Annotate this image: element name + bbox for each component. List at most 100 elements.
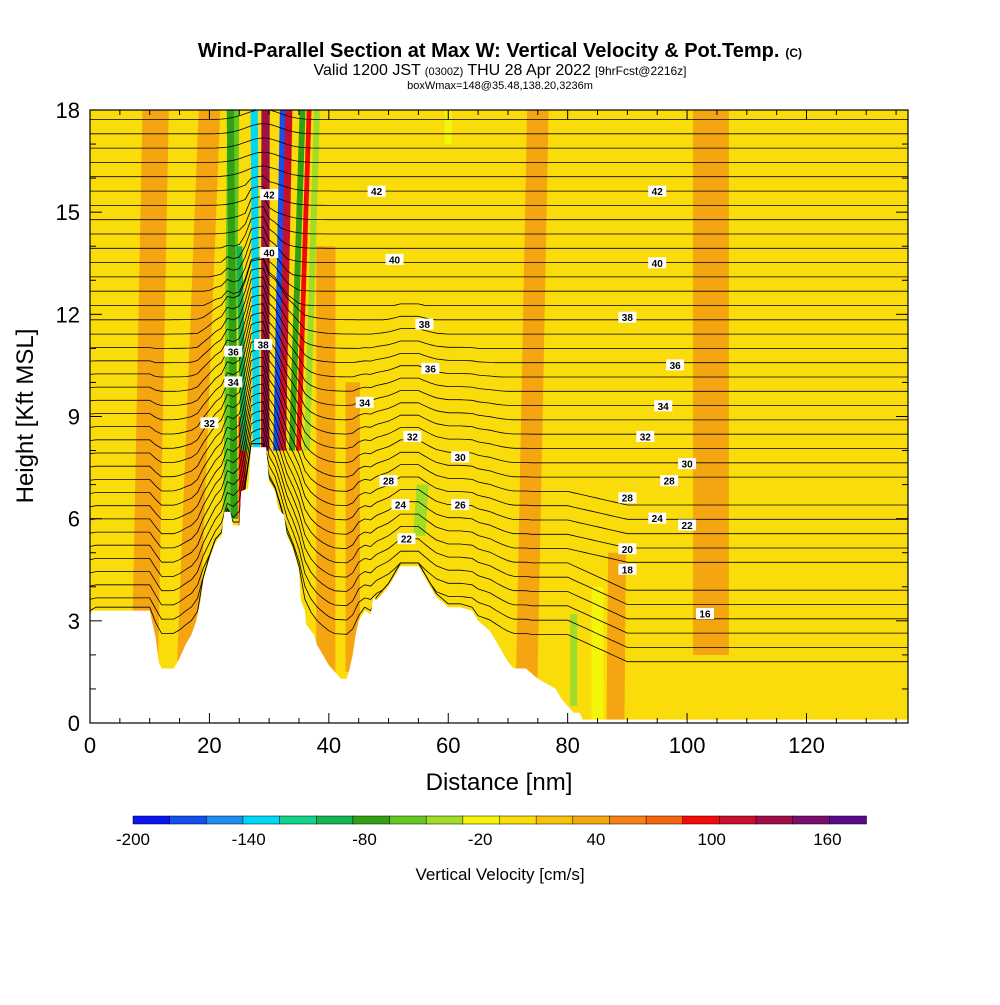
colorbar-tick-label-4: -20 xyxy=(468,830,493,849)
isentrope-36 xyxy=(90,123,908,135)
velocity-band-22 xyxy=(642,110,696,723)
colorbar-swatch-6 xyxy=(316,815,354,825)
svg-text:40: 40 xyxy=(389,255,401,266)
theta-label-18: 32 xyxy=(636,430,655,443)
velocity-band-4 xyxy=(226,110,238,519)
velocity-band-12 xyxy=(296,110,312,451)
theta-label-6: 40 xyxy=(648,257,667,270)
svg-text:38: 38 xyxy=(419,320,431,331)
theta-label-3: 42 xyxy=(648,185,667,198)
colorbar-swatch-2 xyxy=(169,815,208,825)
isentrope-4 xyxy=(90,427,908,620)
velocity-band-8 xyxy=(261,110,270,451)
colorbar-swatch-11 xyxy=(499,815,537,825)
theta-label-4: 40 xyxy=(260,247,279,260)
theta-label-15: 34 xyxy=(654,400,673,413)
svg-text:42: 42 xyxy=(264,191,276,202)
svg-text:40: 40 xyxy=(652,259,664,270)
svg-text:38: 38 xyxy=(258,340,270,351)
theta-label-27: 22 xyxy=(397,533,416,546)
y-tick-label-6: 15 xyxy=(56,200,80,225)
y-tick-label-7: 18 xyxy=(56,98,80,123)
isentrope-21 xyxy=(90,276,908,349)
colorbar-label: Vertical Velocity [cm/s] xyxy=(415,865,584,884)
theta-label-2: 42 xyxy=(367,185,386,198)
svg-text:24: 24 xyxy=(652,514,664,525)
isentrope-14 xyxy=(90,338,908,449)
colorbar-swatch-3 xyxy=(206,815,244,825)
theta-label-17: 32 xyxy=(403,430,422,443)
svg-text:28: 28 xyxy=(664,477,676,488)
colorbar-tick-label-6: 100 xyxy=(698,830,726,849)
isentrope-19 xyxy=(90,294,908,378)
isentrope-31 xyxy=(90,185,908,206)
isentrope-6 xyxy=(90,410,908,591)
velocity-band-17 xyxy=(515,110,549,689)
colorbar-swatch-14 xyxy=(609,815,647,825)
colorbar-swatch-18 xyxy=(755,815,794,825)
velocity-band-11 xyxy=(289,110,306,451)
svg-text:26: 26 xyxy=(455,501,467,512)
theta-label-16: 32 xyxy=(200,417,219,430)
isentrope-32 xyxy=(90,175,908,192)
svg-text:16: 16 xyxy=(699,610,711,621)
svg-text:32: 32 xyxy=(407,432,419,443)
colorbar-swatch-19 xyxy=(792,815,831,825)
theta-label-31: 16 xyxy=(695,608,714,621)
svg-text:34: 34 xyxy=(359,398,371,409)
svg-text:28: 28 xyxy=(622,494,634,505)
velocity-band-16 xyxy=(413,484,429,536)
theta-label-20: 30 xyxy=(678,458,697,471)
terrain-mask xyxy=(90,447,908,723)
x-tick-label-1: 0 xyxy=(84,733,96,758)
colorbar-swatch-12 xyxy=(535,815,574,825)
svg-text:32: 32 xyxy=(640,432,652,443)
isentrope-25 xyxy=(90,246,908,292)
chart-valid-time: Valid 1200 JST (0300Z) THU 28 Apr 2022 [9hr… xyxy=(313,62,686,79)
colorbar-swatch-10 xyxy=(462,815,501,825)
isentrope-29 xyxy=(90,206,908,235)
colorbar-swatch-13 xyxy=(572,815,611,825)
velocity-band-14 xyxy=(316,246,336,689)
isentrope-34 xyxy=(90,151,908,163)
isentrope-17 xyxy=(90,312,908,407)
isentrope-13 xyxy=(90,347,908,464)
velocity-band-13 xyxy=(304,110,320,451)
theta-label-7: 38 xyxy=(254,338,273,351)
isentrope-26 xyxy=(90,236,908,278)
isentrope-5 xyxy=(90,419,908,605)
velocity-band-15 xyxy=(345,382,360,672)
isentrope-33 xyxy=(90,165,908,178)
svg-text:32: 32 xyxy=(204,419,216,430)
theta-label-19: 30 xyxy=(451,451,470,464)
svg-text:36: 36 xyxy=(670,361,682,372)
y-tick-label-3: 6 xyxy=(68,507,80,532)
isentrope-35 xyxy=(90,137,908,149)
x-tick-label-2: 20 xyxy=(197,733,221,758)
isentrope-7 xyxy=(90,401,908,563)
velocity-band-2 xyxy=(176,110,221,672)
isentrope-8 xyxy=(90,392,908,549)
theta-label-25: 26 xyxy=(451,499,470,512)
velocity-band-18 xyxy=(444,110,452,145)
theta-label-8: 38 xyxy=(415,318,434,331)
chart-box-info: boxWmax=148@35.48,138.20,3236m xyxy=(407,80,593,92)
isentrope-9 xyxy=(90,383,908,535)
svg-text:34: 34 xyxy=(228,378,240,389)
colorbar-swatch-20 xyxy=(829,815,867,825)
isentrope-10 xyxy=(90,374,908,520)
y-tick-label-4: 9 xyxy=(68,405,80,430)
y-tick-label-2: 3 xyxy=(68,609,80,634)
velocity-band-1 xyxy=(130,110,169,723)
isentrope-27 xyxy=(90,226,908,263)
isentrope-12 xyxy=(90,356,908,478)
theta-labels: 42 42 42 40 40 40 38 38 38 36 36 36 34 34 34 32 32 32 30 30… xyxy=(200,185,714,621)
x-tick-label-6: 100 xyxy=(669,733,706,758)
colorbar-swatch-8 xyxy=(389,815,427,825)
colorbar-swatch-17 xyxy=(719,815,757,825)
velocity-band-23 xyxy=(693,110,729,655)
isentrope-20 xyxy=(90,285,908,364)
theta-isentropes xyxy=(90,110,908,663)
colorbar-swatch-16 xyxy=(682,815,721,825)
colorbar-swatch-9 xyxy=(425,815,464,825)
